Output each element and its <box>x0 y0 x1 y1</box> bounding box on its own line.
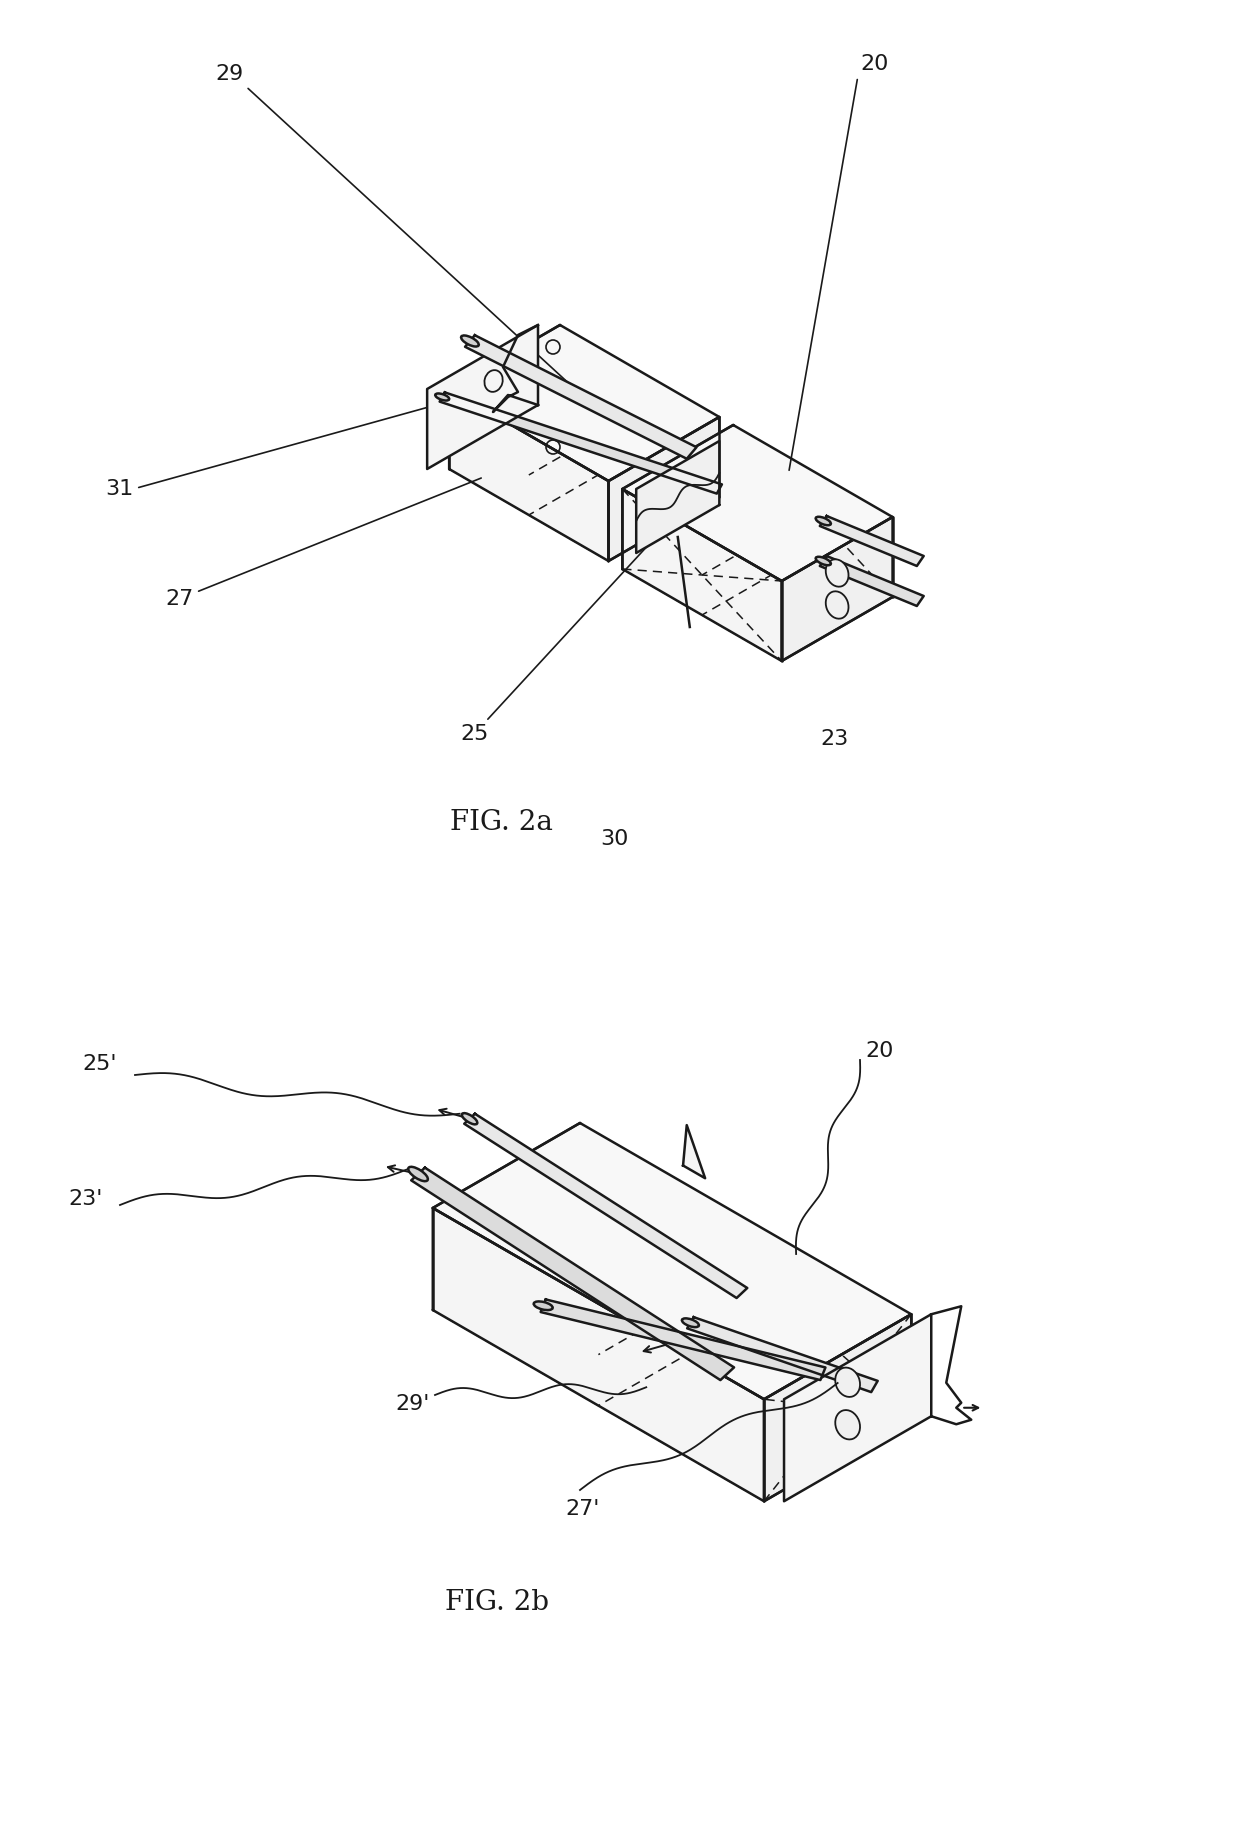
Text: 20: 20 <box>866 1040 893 1060</box>
Polygon shape <box>764 1314 911 1502</box>
Ellipse shape <box>682 1318 699 1327</box>
Polygon shape <box>433 1208 764 1502</box>
Polygon shape <box>687 1318 878 1392</box>
Polygon shape <box>433 1122 911 1400</box>
Polygon shape <box>465 336 697 458</box>
Text: 25': 25' <box>82 1055 117 1073</box>
Text: 27': 27' <box>565 1498 599 1518</box>
Ellipse shape <box>533 1301 553 1310</box>
Text: 23: 23 <box>820 728 848 748</box>
Text: 25: 25 <box>460 515 676 745</box>
Text: FIG. 2b: FIG. 2b <box>445 1590 549 1615</box>
Text: 20: 20 <box>789 55 888 471</box>
Polygon shape <box>683 1126 706 1179</box>
Ellipse shape <box>408 1166 428 1181</box>
Text: 29': 29' <box>396 1394 429 1414</box>
Text: 23': 23' <box>68 1190 103 1208</box>
Text: 31: 31 <box>105 385 506 498</box>
Polygon shape <box>464 1113 748 1298</box>
Polygon shape <box>449 389 609 560</box>
Text: FIG. 2a: FIG. 2a <box>450 808 553 836</box>
Ellipse shape <box>826 591 848 619</box>
Ellipse shape <box>461 1113 477 1124</box>
Ellipse shape <box>836 1411 861 1440</box>
Text: 30: 30 <box>600 829 629 849</box>
Ellipse shape <box>435 394 449 400</box>
Ellipse shape <box>826 558 848 586</box>
Polygon shape <box>449 325 719 482</box>
Polygon shape <box>412 1168 734 1380</box>
Polygon shape <box>636 442 719 553</box>
Polygon shape <box>820 557 924 606</box>
Polygon shape <box>609 416 719 560</box>
Polygon shape <box>541 1299 826 1380</box>
Text: 29: 29 <box>215 64 572 387</box>
Polygon shape <box>622 425 893 580</box>
Polygon shape <box>781 516 893 661</box>
Polygon shape <box>784 1314 931 1502</box>
Polygon shape <box>427 325 538 469</box>
Ellipse shape <box>816 557 831 566</box>
Polygon shape <box>820 516 924 566</box>
Ellipse shape <box>836 1367 861 1396</box>
Ellipse shape <box>461 336 479 347</box>
Polygon shape <box>622 489 781 661</box>
Ellipse shape <box>816 516 831 526</box>
Text: 27: 27 <box>165 478 481 610</box>
Polygon shape <box>440 392 722 493</box>
